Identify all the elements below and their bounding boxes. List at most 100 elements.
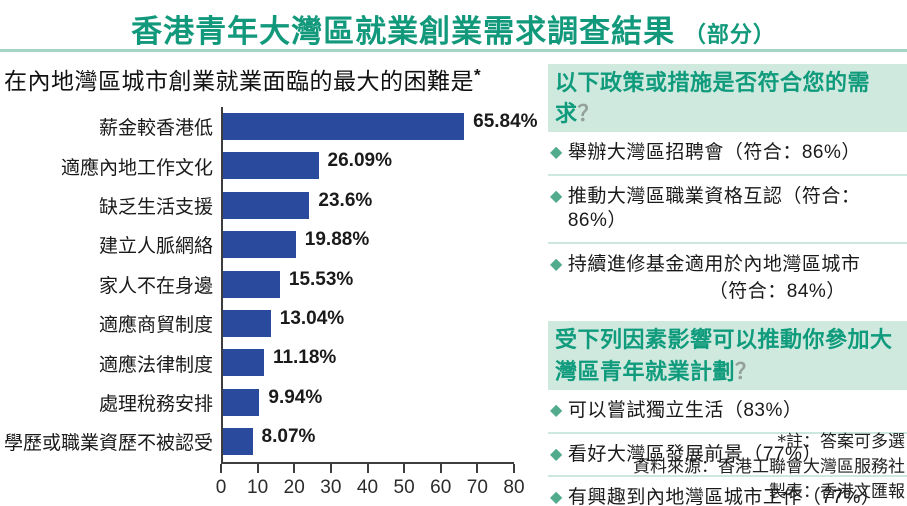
footnote-line: 資料來源：香港工聯會大灣區服務社 bbox=[633, 457, 905, 477]
panel-item-body: 持續進修基金適用於內地灣區城市 （符合：84%） bbox=[568, 253, 898, 306]
tick-label: 10 bbox=[247, 476, 269, 498]
page-title: 香港青年大灣區就業創業需求調查結果 （部分） bbox=[0, 6, 907, 51]
section-heading-text: 受下列因素影響可以推動你參加大灣區青年就業計劃 bbox=[555, 327, 893, 384]
bar bbox=[223, 309, 271, 337]
panel-item: ◆ 持續進修基金適用於內地灣區城市 （符合：84%） bbox=[548, 241, 907, 315]
tick bbox=[366, 463, 369, 473]
tick bbox=[329, 463, 332, 473]
category-label: 適應內地工作文化 bbox=[60, 157, 213, 179]
tick-label: 30 bbox=[320, 476, 342, 498]
bar bbox=[223, 152, 319, 180]
panel-item-text: 推動大灣區職業資格互認（符合：86%） bbox=[567, 186, 861, 231]
bar bbox=[223, 270, 280, 298]
chart-body: 薪金較香港低適應內地工作文化缺乏生活支援 建立人脈網絡 家人不在身邊 適應商貿制度 適應… bbox=[4, 107, 544, 464]
category-label: 處理稅務安排 bbox=[98, 393, 213, 415]
value-label: 15.53% bbox=[288, 268, 354, 290]
tick bbox=[403, 463, 406, 473]
bar bbox=[223, 349, 264, 377]
panel-item-text: 有興趣到內地灣區城市工作（77%） bbox=[567, 487, 881, 506]
category-label: 家人不在身邊 bbox=[98, 275, 213, 297]
category-label: 薪金較香港低 bbox=[98, 118, 213, 140]
diamond-bullet-icon: ◆ bbox=[550, 255, 563, 273]
panel-item: ◆ 有興趣到內地灣區城市工作（77%） bbox=[548, 475, 907, 506]
tick-label: 50 bbox=[393, 476, 415, 498]
panel-item-body: 推動大灣區職業資格互認（符合：86%） bbox=[568, 185, 907, 233]
tick-label: 0 bbox=[215, 476, 227, 498]
right-panel: 以下政策或措施是否符合您的需求？ ◆ 舉辦大灣區招聘會（符合：86%） ◆ 推動大灣區職… bbox=[548, 64, 907, 506]
value-label: 8.07% bbox=[261, 426, 316, 448]
value-label: 11.18% bbox=[272, 347, 337, 369]
question-mark: ？ bbox=[577, 101, 601, 127]
title-divider bbox=[0, 49, 907, 52]
bar bbox=[223, 191, 310, 219]
tick bbox=[476, 463, 479, 473]
bar bbox=[223, 113, 465, 140]
panel-item-body: 看好大灣區發展前景（77%） bbox=[568, 443, 822, 467]
chart-row: 23.6% bbox=[223, 186, 514, 225]
section-heading: 以下政策或措施是否符合您的需求？ bbox=[548, 64, 907, 133]
footnote-line: 製表：香港文匯報 bbox=[769, 482, 905, 502]
chart-row: 19.88% bbox=[223, 225, 514, 264]
chart-row: 26.09% bbox=[223, 146, 514, 185]
chart-row: 8.07% bbox=[223, 422, 514, 461]
tick bbox=[513, 463, 515, 473]
panel-item: ◆ 舉辦大灣區招聘會（符合：86%） bbox=[548, 132, 907, 174]
category-label: 適應法律制度 bbox=[98, 354, 213, 376]
value-label: 23.6% bbox=[318, 189, 373, 211]
value-label: 9.94% bbox=[268, 386, 323, 408]
chart-row: 11.18% bbox=[223, 343, 514, 382]
category-label: 建立人脈網絡 bbox=[98, 236, 213, 258]
panel-item: ◆ 可以嘗試獨立生活（83%） bbox=[548, 390, 907, 432]
diamond-bullet-icon: ◆ bbox=[550, 188, 563, 206]
diamond-bullet-icon: ◆ bbox=[550, 144, 563, 162]
chart-row: 15.53% bbox=[223, 265, 514, 304]
tick-label: 80 bbox=[503, 476, 525, 498]
panel-item-second-line: （符合：84%） bbox=[708, 281, 846, 303]
section-gap bbox=[548, 314, 907, 321]
plot-area: 65.84% 26.09% 23.6% 19.88% 15.53% 13.04% 11.18… bbox=[221, 107, 538, 464]
tick bbox=[439, 463, 442, 473]
diamond-bullet-icon: ◆ bbox=[550, 445, 563, 463]
chart-title: 在內地灣區城市創業就業面臨的最大的困難是* bbox=[4, 65, 482, 94]
footnote-line: *註：答案可多選 bbox=[777, 432, 906, 452]
footnotes: *註：答案可多選資料來源：香港工聯會大灣區服務社製表：香港文匯報 bbox=[633, 430, 905, 505]
value-label: 65.84% bbox=[473, 111, 538, 132]
category-label: 適應商貿制度 bbox=[98, 315, 213, 337]
category-label: 學歷或職業資歷不被認受 bbox=[3, 433, 213, 455]
tick bbox=[256, 463, 259, 473]
bar-chart: 在內地灣區城市創業就業面臨的最大的困難是* 薪金較香港低適應內地工作文化缺乏生活… bbox=[4, 62, 544, 506]
chart-row: 9.94% bbox=[223, 383, 514, 422]
section-heading-text: 以下政策或措施是否符合您的需求 bbox=[555, 70, 871, 127]
panel-item-body: 有興趣到內地灣區城市工作（77%） bbox=[568, 486, 881, 506]
chart-row: 13.04% bbox=[223, 304, 514, 343]
bar bbox=[223, 428, 253, 456]
tick bbox=[220, 463, 222, 473]
panel-item: ◆ 推動大灣區職業資格互認（符合：86%） bbox=[548, 174, 907, 242]
chart-row: 65.84% bbox=[223, 107, 538, 146]
tick-label: 70 bbox=[466, 476, 488, 498]
page-title-suffix: （部分） bbox=[683, 22, 776, 47]
panel-item-text: 舉辦大灣區招聘會（符合：86%） bbox=[567, 142, 861, 164]
category-label: 缺乏生活支援 bbox=[98, 196, 213, 218]
x-axis: 0 10 20 30 40 50 60 70 80 bbox=[216, 463, 525, 506]
panel-item-body: 舉辦大灣區招聘會（符合：86%） bbox=[568, 141, 861, 165]
tick-label: 40 bbox=[356, 476, 379, 498]
value-label: 26.09% bbox=[327, 150, 392, 172]
panel-item-body: 可以嘗試獨立生活（83%） bbox=[568, 399, 803, 423]
value-label: 13.04% bbox=[279, 307, 345, 329]
panel-item-text: 看好大灣區發展前景（77%） bbox=[567, 443, 822, 465]
section-heading: 受下列因素影響可以推動你參加大灣區青年就業計劃？ bbox=[548, 321, 907, 390]
panel-item: ◆ 看好大灣區發展前景（77%） bbox=[548, 431, 907, 476]
value-label: 19.88% bbox=[304, 229, 370, 251]
category-labels: 薪金較香港低適應內地工作文化缺乏生活支援 建立人脈網絡 家人不在身邊 適應商貿制度 適應… bbox=[4, 107, 221, 464]
diamond-bullet-icon: ◆ bbox=[550, 489, 563, 506]
bar bbox=[223, 388, 260, 416]
panel-item-text: 可以嘗試獨立生活（83%） bbox=[567, 399, 803, 421]
panel-item-text: 持續進修基金適用於內地灣區城市 bbox=[567, 253, 861, 275]
page-title-text: 香港青年大灣區就業創業需求調查結果 bbox=[131, 14, 676, 49]
question-mark: ？ bbox=[735, 358, 758, 384]
bar bbox=[223, 231, 296, 259]
footnote-marker: * bbox=[474, 65, 482, 85]
tick bbox=[293, 463, 296, 473]
